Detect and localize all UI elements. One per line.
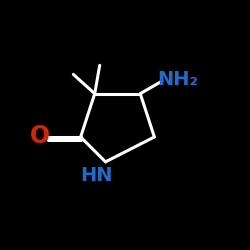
Text: NH₂: NH₂ — [157, 70, 198, 89]
Text: O: O — [30, 124, 50, 148]
Text: HN: HN — [80, 166, 112, 185]
